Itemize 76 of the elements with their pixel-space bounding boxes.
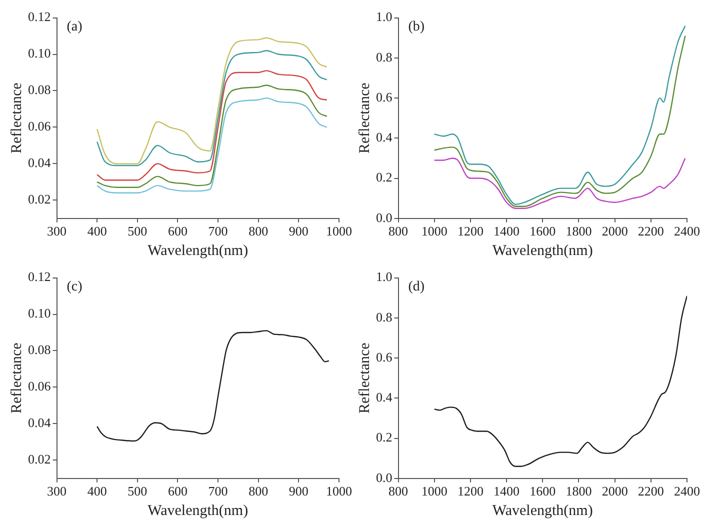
y-tick-label: 0.6: [376, 349, 393, 364]
y-tick-label: 0.08: [28, 342, 51, 358]
x-axis-title: Wavelength(nm): [148, 242, 248, 259]
x-tick-label: 800: [388, 224, 408, 239]
y-tick-label: 0.2: [376, 430, 392, 445]
line-series: [434, 295, 687, 467]
y-tick-label: 0.10: [28, 46, 51, 61]
y-tick-label: 0.4: [376, 390, 393, 405]
y-tick-label: 1.0: [376, 269, 392, 284]
x-tick-label: 800: [248, 224, 268, 239]
x-tick-label: 1400: [494, 224, 520, 239]
x-tick-label: 1600: [530, 484, 556, 499]
y-axis-title: Reflectance: [8, 342, 25, 414]
x-tick-label: 500: [128, 484, 148, 499]
x-tick-label: 700: [208, 484, 228, 499]
annotation: (c): [66, 279, 83, 294]
annotation: (d): [408, 279, 425, 294]
line-series: [96, 70, 328, 181]
x-axis-title: Wavelength(nm): [148, 502, 248, 519]
y-tick-label: 0.10: [28, 306, 51, 321]
annotation: (a): [66, 19, 83, 34]
y-tick-label: 0.02: [28, 192, 51, 207]
x-tick-label: 2000: [602, 224, 628, 239]
x-tick-label: 800: [248, 484, 268, 499]
x-tick-label: 300: [47, 224, 66, 239]
line-series: [434, 158, 686, 209]
x-tick-label: 1800: [566, 484, 592, 499]
y-tick-label: 1.0: [376, 9, 392, 24]
x-tick-label: 1000: [421, 224, 448, 239]
x-tick-label: 600: [168, 224, 188, 239]
x-axis-title: Wavelength(nm): [492, 242, 593, 259]
y-tick-label: 0.2: [376, 170, 392, 185]
y-tick-label: 0.12: [28, 269, 51, 284]
line-series: [96, 330, 330, 442]
y-tick-label: 0.06: [28, 378, 52, 394]
y-tick-label: 0.08: [28, 82, 51, 98]
y-tick-label: 0.02: [28, 452, 51, 467]
y-tick-label: 0.04: [28, 155, 52, 170]
y-tick-label: 0.0: [376, 210, 392, 225]
x-tick-label: 800: [388, 484, 408, 499]
y-tick-label: 0.4: [376, 130, 393, 145]
y-axis-title: Reflectance: [356, 82, 373, 154]
x-axis-title: Wavelength(nm): [492, 502, 593, 519]
y-tick-label: 0.04: [28, 415, 52, 430]
line-series: [96, 84, 328, 188]
x-tick-label: 400: [87, 224, 107, 239]
x-tick-label: 1000: [326, 484, 352, 499]
x-tick-label: 1200: [457, 224, 484, 239]
x-tick-label: 2200: [638, 484, 664, 499]
annotation: (b): [408, 19, 425, 34]
y-axis-title: Reflectance: [356, 342, 373, 414]
y-tick-label: 0.06: [28, 118, 52, 134]
x-tick-label: 900: [288, 484, 308, 499]
x-tick-label: 2200: [638, 224, 664, 239]
x-tick-label: 300: [47, 484, 66, 499]
y-tick-label: 0.12: [28, 9, 51, 24]
y-tick-label: 0.8: [376, 49, 392, 64]
y-tick-label: 0.0: [376, 470, 392, 485]
x-tick-label: 700: [208, 224, 228, 239]
x-tick-label: 1000: [421, 484, 448, 499]
x-tick-label: 500: [128, 224, 148, 239]
x-tick-label: 2400: [674, 224, 700, 239]
line-series: [96, 97, 328, 194]
x-tick-label: 2400: [674, 484, 700, 499]
x-tick-label: 1400: [494, 484, 520, 499]
x-tick-label: 600: [168, 484, 188, 499]
x-tick-label: 1200: [457, 484, 484, 499]
x-tick-label: 900: [288, 224, 308, 239]
x-tick-label: 2000: [602, 484, 628, 499]
y-tick-label: 0.8: [376, 309, 392, 324]
x-tick-label: 1600: [530, 224, 556, 239]
x-tick-label: 400: [87, 484, 107, 499]
x-tick-label: 1000: [326, 224, 352, 239]
x-tick-label: 1800: [566, 224, 592, 239]
y-axis-title: Reflectance: [8, 82, 25, 154]
y-tick-label: 0.6: [376, 89, 393, 104]
